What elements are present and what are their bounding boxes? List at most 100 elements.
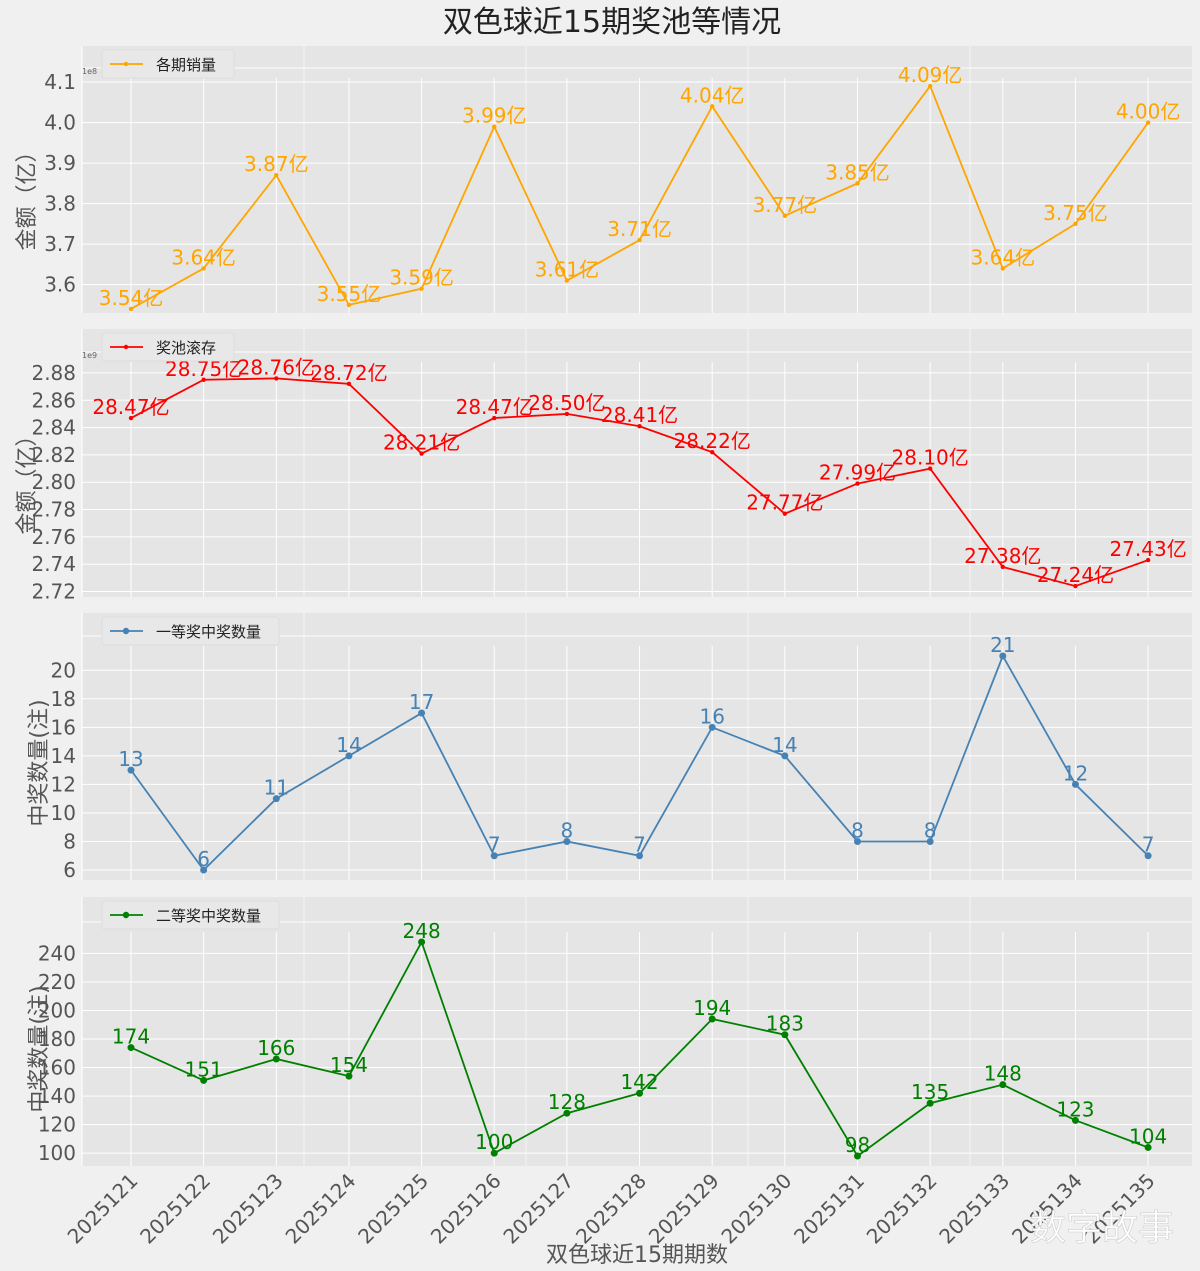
plot-background [82,897,1192,1166]
legend-marker [122,911,130,919]
watermark: 数字故事 [1030,1208,1174,1249]
data-point [274,173,279,178]
data-point [708,1015,716,1023]
panel-2: 2.72 2.74 2.76 2.78 2.80 2.82 2.84 2.86 2.88 1e9 金… [15,329,1192,604]
data-label: 151 [185,1057,223,1081]
x-tick-label: 2025121 [63,1169,143,1249]
data-point [490,852,498,860]
y-tick-label: 3.6 [44,273,76,297]
panel-4: 100 120 140 160 180 200 220 240 中奖数量(注) 174 151 166… [27,897,1192,1166]
data-point [636,852,644,860]
y-tick-label: 100 [38,1141,76,1165]
data-label: 174 [112,1025,150,1049]
data-point [1145,557,1151,563]
data-point [637,237,642,243]
data-point [419,286,424,291]
data-point [636,1089,644,1097]
data-label: 28.76亿 [238,355,315,379]
data-point [274,376,279,381]
data-label: 7 [633,833,646,857]
data-point [563,1109,571,1117]
data-label: 248 [403,919,441,943]
legend-label: 各期销量 [156,56,216,74]
data-label: 28.72亿 [310,361,387,385]
x-tick-labels: 2025121202512220251232025124202512520251… [63,1169,1160,1249]
data-point [1000,564,1005,570]
data-label: 28.47亿 [92,395,169,419]
data-label: 3.64亿 [971,245,1036,269]
data-point [346,381,352,387]
y-tick-label: 2.88 [31,361,76,385]
y-tick-label: 3.7 [44,232,76,256]
x-tick-label: 2025122 [135,1169,215,1249]
legend: 各期销量 [101,49,235,79]
data-point [200,1076,208,1084]
y-tick-label: 160 [38,1056,76,1080]
data-point [272,1055,280,1063]
axis-offset-label: 1e9 [82,351,97,360]
y-tick-label: 2.86 [31,388,76,412]
data-label: 27.99亿 [819,461,896,485]
y-tick-label: 2.84 [31,416,76,440]
data-label: 3.61亿 [535,258,600,282]
data-point [345,1072,353,1080]
data-point [782,511,788,516]
data-label: 17 [409,690,434,714]
y-tick-label: 2.76 [31,525,76,549]
x-tick-label: 2025125 [353,1169,433,1249]
y-tick-label: 3.8 [44,192,76,216]
data-label: 100 [475,1130,513,1154]
data-point [927,466,933,471]
data-label: 142 [620,1070,658,1094]
y-axis-label: 中奖数量(注) [27,985,52,1112]
y-axis-label: 中奖数量(注) [27,699,52,826]
data-label: 27.43亿 [1109,537,1186,561]
data-label: 8 [924,818,937,842]
chart-title: 双色球近15期奖池等情况 [443,5,781,40]
data-point [710,449,715,455]
y-tick-label: 180 [38,1027,76,1051]
data-label: 7 [488,833,501,857]
data-point [781,1031,789,1039]
data-point [563,837,571,845]
y-tick-label: 4.1 [44,70,76,94]
legend-label: 奖池滚存 [156,339,216,357]
data-point [999,652,1007,660]
data-label: 21 [990,633,1015,657]
data-point [127,1044,135,1052]
y-tick-label: 3.9 [44,151,76,175]
data-label: 3.99亿 [462,104,527,128]
data-point [128,415,134,421]
legend-label: 一等奖中奖数量 [156,623,261,641]
axis-offset-label: 1e8 [82,67,97,76]
x-tick-label: 2025126 [426,1169,506,1249]
data-label: 7 [1142,833,1155,857]
data-point [854,837,861,845]
y-tick-label: 2.74 [31,552,76,576]
x-tick-label: 2025130 [716,1169,796,1249]
data-point [927,83,933,89]
legend-marker [122,627,130,635]
data-label: 8 [851,818,864,842]
data-point [492,415,497,421]
y-tick-label: 16 [51,715,76,739]
data-label: 104 [1129,1124,1167,1148]
data-label: 27.77亿 [746,491,823,515]
y-tick-label: 10 [51,801,76,825]
data-label: 27.38亿 [964,544,1041,568]
data-point [1071,1116,1079,1124]
x-tick-label: 2025131 [789,1169,869,1249]
legend-marker [123,344,129,350]
data-point [854,1152,861,1160]
x-tick-label: 2025124 [281,1169,361,1249]
y-tick-label: 2.80 [31,470,76,494]
legend-box [101,616,280,646]
y-axis-label: 金额（亿） [15,140,40,250]
data-point [345,752,353,760]
y-tick-label: 20 [51,658,76,682]
data-point [708,723,716,731]
data-point [418,938,426,946]
x-tick-label: 2025129 [644,1169,724,1249]
panel-1: 3.6 3.7 3.8 3.9 4.0 4.1 1e8 金额（亿） 3.54亿 3.64亿 3.87… [15,46,1192,313]
data-label: 3.77亿 [753,193,818,217]
